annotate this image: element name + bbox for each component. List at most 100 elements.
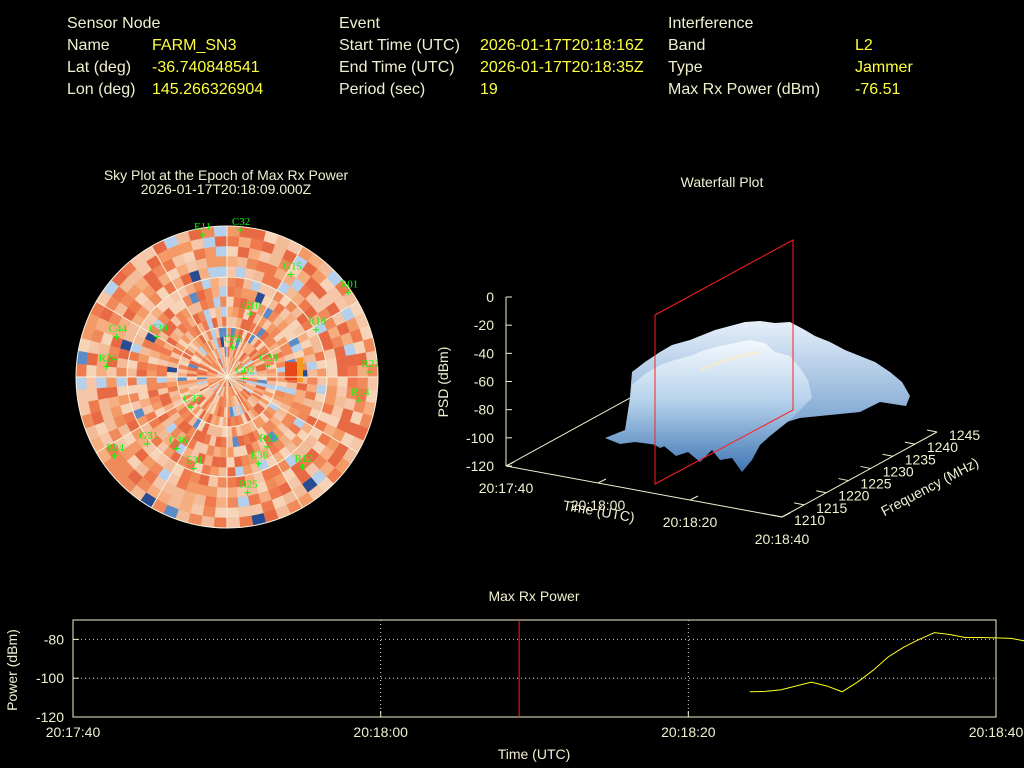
sky-cell [216,426,223,438]
sky-cell [136,361,148,370]
sky-cell [218,416,224,428]
sky-cell [334,442,350,458]
sky-cell [227,517,241,528]
sky-cell [180,409,192,420]
sky-cell [193,493,207,506]
sky-cell [261,351,273,360]
sky-cell [357,377,368,390]
sky-cell [276,336,289,347]
sky-cell [257,377,268,381]
sky-cell [227,437,234,448]
sky-cell [157,428,171,442]
satellite-label: R14 [351,386,370,398]
sky-cell [134,291,149,306]
sky-cell [286,499,303,514]
sky-cell [178,387,190,395]
sky-cell [207,370,218,375]
sky-cell [196,378,208,383]
sky-cell [157,358,169,367]
sky-cell [198,398,208,408]
sky-cell [251,440,262,453]
satellite-c32: C32 [232,216,250,233]
sky-cell [304,434,318,449]
satellite-marker [188,404,195,411]
name-label: Name [67,37,110,54]
sky-cell [227,377,235,385]
sky-cell [347,377,358,389]
sky-cell [235,349,243,360]
satellite-marker [198,231,205,238]
sky-cell [245,366,257,372]
sky-cell [177,405,189,416]
sky-cell [232,406,238,417]
sky-cell [181,394,193,403]
sky-cell [194,394,204,403]
sky-cell [280,325,293,337]
sky-cell [365,389,378,404]
sky-cell [208,307,217,319]
satellite-c59: C59 [224,333,243,351]
sky-cell [190,238,205,251]
sky-cell [227,266,237,277]
satellite-label: G31 [139,430,158,442]
sky-cell [146,369,157,377]
sky-cell [284,286,299,300]
sky-cell [104,442,120,458]
sky-cell [248,348,258,358]
sky-cell [345,354,358,367]
sky-cell [235,394,243,405]
sky-cell [206,256,218,268]
sky-cell [103,279,120,297]
sky-cell [227,367,230,377]
satellite-label: C59 [224,333,243,345]
power-plot-title: Max Rx Power [488,588,579,604]
satellite-c38: C38 [260,352,278,370]
sky-cell [220,406,225,418]
sky-cell [211,425,219,437]
sky-cell [200,464,212,477]
sky-cell [172,398,184,408]
sky-cell [243,387,254,395]
sky-cell [232,337,238,348]
sky-cell [113,301,129,317]
waterfall-surface-front [605,340,812,472]
power-y-tick-label: -80 [44,631,64,647]
sky-cell [219,396,224,407]
sky-cell [206,486,218,498]
satellite-marker [144,440,151,447]
sky-cell [100,408,114,422]
sky-cell [213,338,220,349]
sky-cell [230,416,236,428]
satellite-r21: R21 [362,358,380,376]
satellite-label: C44 [109,323,128,335]
sky-cell [208,368,218,374]
sky-cell [233,395,240,406]
sky-cell [151,342,164,353]
sky-cell [244,344,253,354]
sky-cell [272,394,284,403]
sky-cell [311,469,327,485]
sky-cell [247,493,261,506]
sky-cell [260,499,276,514]
sky-cell [270,346,282,356]
sky-axis-diag4 [95,301,359,453]
sky-cell [204,246,217,259]
sky-cell [228,346,233,358]
sky-cell [204,495,217,508]
sky-cell [213,446,221,458]
sky-cell [317,261,334,278]
sky-cell [142,469,158,485]
satellite-marker [244,489,251,496]
sky-cell [264,263,279,277]
satellite-r22: R22 [259,433,278,450]
sky-cell [267,311,279,324]
sky-cell [269,415,281,427]
power-plot-grid [73,620,996,717]
sky-cell [227,407,231,418]
sky-cell [209,339,217,350]
sky-cell [116,357,128,369]
waterfall-z-ticks: 0 -20 -40 -60 -80 -100 -120 [466,289,512,474]
sky-cell [238,505,252,518]
sky-cell [203,355,213,365]
sky-cell [128,440,143,455]
